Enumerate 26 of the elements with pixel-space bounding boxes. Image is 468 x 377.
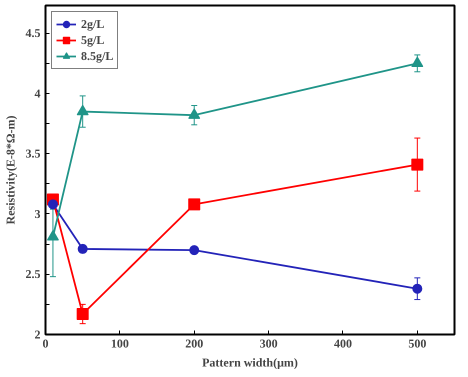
point: [188, 108, 200, 119]
y-axis-title: Resistivity(E-8*Ω-m): [4, 116, 18, 224]
legend-label: 5g/L: [81, 32, 104, 48]
x-tick-label: 500: [408, 336, 426, 350]
point: [411, 56, 424, 68]
legend-label: 8.5g/L: [81, 48, 114, 64]
y-tick-label: 3: [34, 206, 40, 221]
y-tick-label: 2.5: [26, 267, 40, 282]
x-tick-label: 0: [42, 336, 48, 350]
point: [189, 245, 200, 256]
x-tick-label: 300: [260, 336, 278, 350]
point: [46, 230, 59, 241]
x-axis-title: Pattern width(μm): [202, 356, 298, 370]
x-tick-label: 400: [334, 336, 352, 350]
y-tick-label: 4: [34, 86, 40, 100]
x-tick-label: 200: [185, 336, 204, 350]
y-tick-label: 3.5: [26, 146, 40, 161]
point: [188, 198, 200, 210]
point: [411, 158, 424, 171]
point: [76, 308, 89, 320]
y-tick-label: 4.5: [26, 26, 40, 40]
point: [76, 104, 89, 116]
x-tick-label: 100: [110, 336, 129, 350]
legend-label: 2g/L: [81, 16, 104, 32]
point: [412, 284, 422, 294]
y-tick-label: 2: [34, 328, 40, 342]
